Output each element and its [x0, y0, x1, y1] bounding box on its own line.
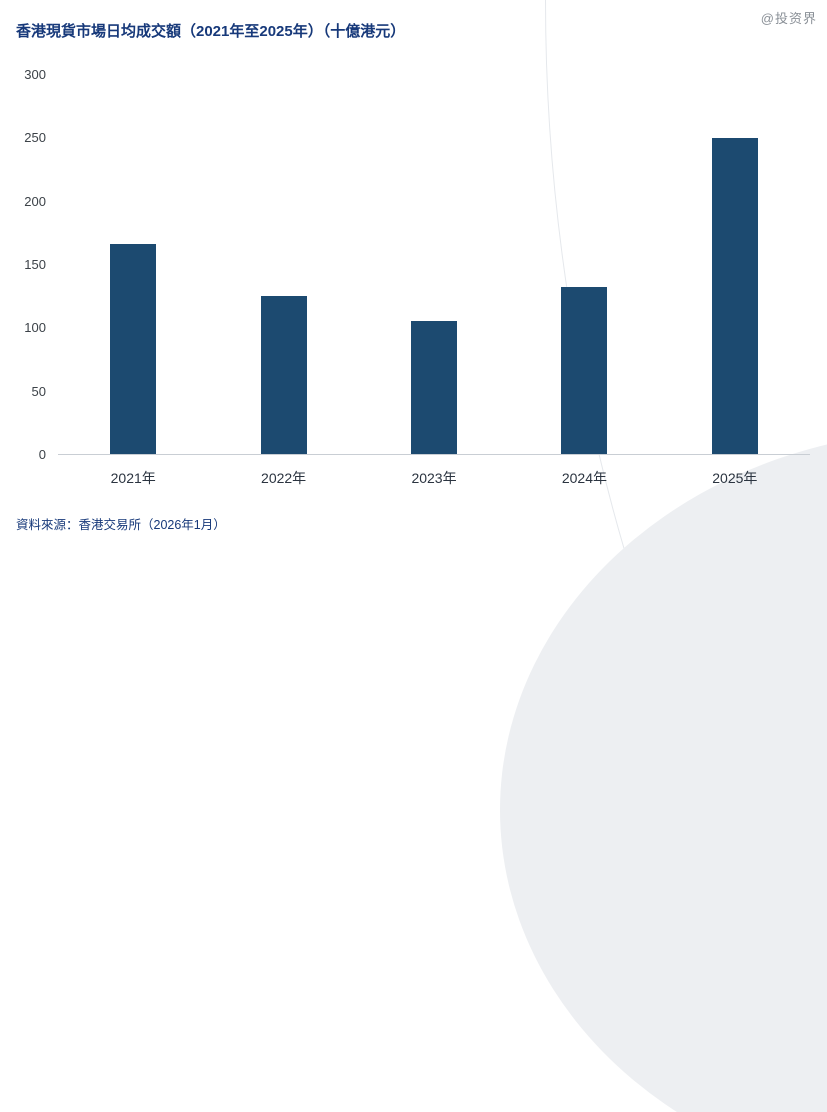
chart-title: 香港現貨市場日均成交額（2021年至2025年）（十億港元）	[16, 23, 406, 40]
bar	[260, 296, 307, 454]
bars-container	[58, 75, 810, 454]
x-axis-labels: 2021年 2022年 2023年 2024年 2025年	[58, 468, 810, 488]
x-category-label: 2023年	[411, 470, 457, 486]
y-axis-labels: 0 50 100 150 200 250 300	[14, 67, 58, 462]
y-tick-label: 100	[24, 320, 46, 336]
y-tick-label: 200	[24, 193, 46, 209]
bar	[411, 321, 458, 454]
bar-column	[58, 75, 208, 454]
bar	[110, 244, 157, 454]
plot-row: 0 50 100 150 200 250 300	[14, 67, 810, 462]
bar-column	[208, 75, 358, 454]
bar-column	[359, 75, 509, 454]
y-tick-label: 50	[31, 383, 46, 399]
x-category-label: 2024年	[561, 470, 607, 486]
watermark: @投资界	[760, 11, 817, 26]
source-note: 資料來源：香港交易所（2026年1月）	[16, 518, 226, 532]
bar	[561, 287, 608, 454]
x-category-label: 2022年	[261, 470, 307, 486]
bar-chart: 0 50 100 150 200 250 300 2021年 2022年 2023年 2024年 2…	[14, 67, 810, 488]
y-tick-label: 250	[24, 130, 46, 146]
x-category-label: 2021年	[110, 470, 156, 486]
y-tick-label: 150	[24, 257, 46, 272]
bar	[711, 138, 758, 454]
chart-page: @投资界 香港現貨市場日均成交額（2021年至2025年）（十億港元） 0 50 1…	[14, 11, 817, 532]
plot-area	[58, 75, 810, 455]
x-category-label: 2025年	[712, 470, 758, 486]
y-tick-label: 0	[38, 447, 46, 462]
bar-column	[660, 75, 810, 454]
bar-column	[509, 75, 659, 454]
y-tick-label: 300	[24, 67, 46, 82]
